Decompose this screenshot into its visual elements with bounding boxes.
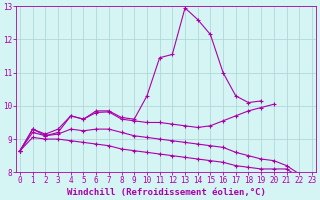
X-axis label: Windchill (Refroidissement éolien,°C): Windchill (Refroidissement éolien,°C) [67,188,265,197]
